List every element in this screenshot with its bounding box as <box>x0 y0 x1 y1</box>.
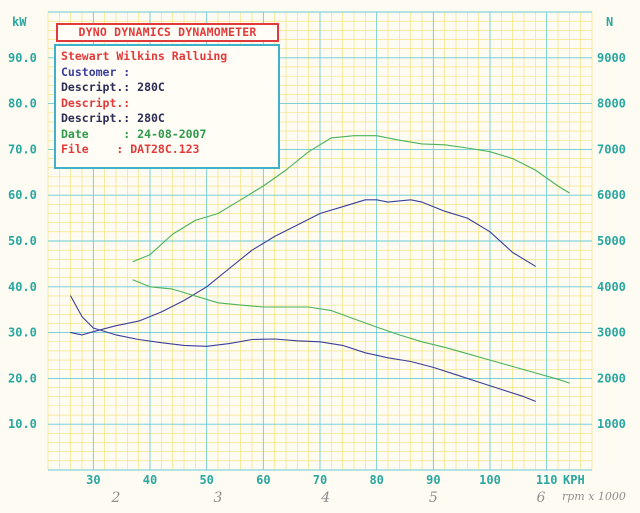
y-left-tick-label: 20.0 <box>8 371 37 385</box>
y-left-tick-label: 90.0 <box>8 51 37 65</box>
x-tick-label: 40 <box>143 473 157 487</box>
x-axis-unit: KPH <box>563 473 585 487</box>
y-right-tick-label: 6000 <box>597 188 626 202</box>
info-descript-3: Descript.: 280C <box>61 111 165 125</box>
rpm-tick-label: 3 <box>214 490 223 506</box>
x-tick-label: 90 <box>426 473 440 487</box>
x-tick-label: 110 <box>536 473 558 487</box>
y-left-tick-label: 60.0 <box>8 188 37 202</box>
series-line-3 <box>132 135 570 263</box>
info-date: Date : 24-08-2007 <box>61 126 207 141</box>
y-left-tick-label: 10.0 <box>8 417 37 431</box>
y-right-tick-label: 7000 <box>597 142 626 156</box>
y-left-tick-label: 80.0 <box>8 97 37 111</box>
series-line-4 <box>132 279 570 384</box>
y-right-tick-label: 9000 <box>597 51 626 65</box>
x-tick-label: 50 <box>199 473 213 487</box>
y-right-tick-label: 4000 <box>597 280 626 294</box>
info-descript-1: Descript.: 280C <box>61 80 165 94</box>
x-tick-label: 70 <box>313 473 327 487</box>
x-tick-label: 60 <box>256 473 270 487</box>
y-left-unit: kW <box>12 15 27 29</box>
info-panel: Stewart Wilkins Ralluing Customer : Desc… <box>54 44 280 169</box>
rpm-axis-label: rpm x 1000 <box>562 490 626 503</box>
info-company: Stewart Wilkins Ralluing <box>61 49 228 63</box>
rpm-tick-label: 4 <box>320 490 330 506</box>
chart-title: DYNO DYNAMICS DYNAMOMETER <box>78 25 257 39</box>
ticks-layer: 10.0 20.0 30.0 40.0 50.0 60.0 70.0 80.0 90.0 1000… <box>8 51 626 506</box>
y-right-unit: N <box>606 15 613 29</box>
series-line-1 <box>70 199 536 336</box>
x-tick-label: 30 <box>86 473 100 487</box>
y-right-tick-label: 1000 <box>597 417 626 431</box>
info-customer: Customer : <box>61 64 131 79</box>
y-right-tick-label: 2000 <box>597 371 626 385</box>
x-tick-label: 100 <box>479 473 501 487</box>
series-layer <box>70 135 570 402</box>
rpm-tick-label: 6 <box>537 490 546 506</box>
y-left-tick-label: 40.0 <box>8 280 37 294</box>
chart-title-box: DYNO DYNAMICS DYNAMOMETER <box>56 23 279 42</box>
info-descript-2: Descript.: <box>61 95 131 110</box>
info-file: File : DAT28C.123 <box>61 142 200 156</box>
y-right-tick-label: 3000 <box>597 326 626 340</box>
y-right-tick-label: 8000 <box>597 97 626 111</box>
y-right-tick-label: 5000 <box>597 234 626 248</box>
y-left-tick-label: 50.0 <box>8 234 37 248</box>
y-left-tick-label: 70.0 <box>8 142 37 156</box>
series-line-2 <box>70 295 536 402</box>
x-tick-label: 80 <box>369 473 383 487</box>
rpm-tick-label: 5 <box>429 490 438 506</box>
y-left-tick-label: 30.0 <box>8 326 37 340</box>
rpm-tick-label: 2 <box>111 490 121 506</box>
